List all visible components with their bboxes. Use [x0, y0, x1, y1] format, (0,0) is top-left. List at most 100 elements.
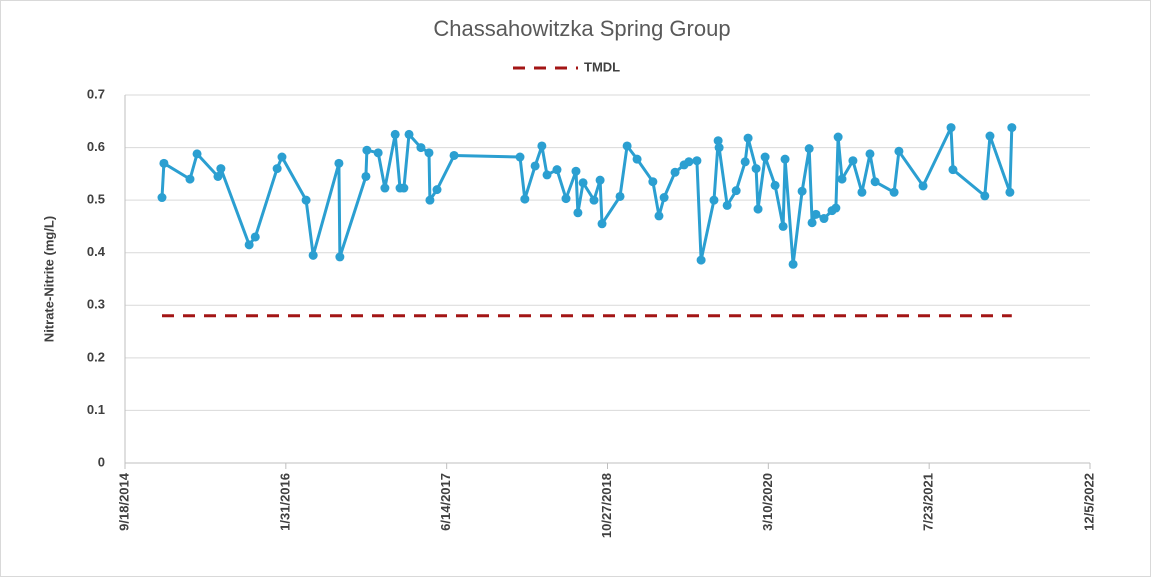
data-point — [770, 180, 780, 190]
data-point — [335, 252, 345, 262]
data-point — [1007, 123, 1017, 133]
y-tick-label: 0.7 — [87, 86, 105, 101]
data-point — [696, 255, 706, 265]
x-tick-label: 12/5/2022 — [1081, 473, 1096, 531]
data-point — [894, 146, 904, 156]
data-point — [399, 183, 409, 193]
data-point — [714, 143, 724, 153]
data-point — [362, 145, 372, 155]
data-point — [753, 204, 763, 214]
data-point — [837, 174, 847, 184]
data-point — [244, 240, 254, 250]
data-point — [648, 177, 658, 187]
data-point — [980, 191, 990, 201]
data-point — [530, 161, 540, 171]
data-point — [250, 232, 260, 242]
data-point — [722, 200, 732, 210]
data-point — [659, 193, 669, 203]
data-point — [622, 141, 632, 151]
legend: TMDL — [513, 59, 620, 74]
data-point — [213, 171, 223, 181]
data-point — [692, 156, 702, 166]
data-point — [301, 195, 311, 205]
data-point — [797, 186, 807, 196]
data-point — [889, 187, 899, 197]
x-tick-label: 6/14/2017 — [438, 473, 453, 531]
data-point — [848, 156, 858, 166]
data-point — [537, 141, 547, 151]
data-point — [946, 123, 956, 133]
data-point — [361, 171, 371, 181]
data-point — [740, 157, 750, 167]
data-point — [425, 195, 435, 205]
data-point — [948, 165, 958, 175]
y-tick-label: 0.5 — [87, 192, 105, 207]
y-tick-label: 0.4 — [87, 244, 106, 259]
y-tick-label: 0.6 — [87, 139, 105, 154]
data-point — [788, 259, 798, 269]
data-point — [380, 183, 390, 193]
data-point — [561, 194, 571, 204]
data-point — [807, 218, 817, 228]
y-tick-label: 0.1 — [87, 402, 105, 417]
data-point — [390, 129, 400, 139]
y-tick-label: 0 — [98, 454, 105, 469]
data-point — [811, 209, 821, 219]
x-tick-label: 10/27/2018 — [599, 473, 614, 538]
data-point — [552, 165, 562, 175]
data-point — [424, 148, 434, 158]
legend-label: TMDL — [584, 59, 620, 74]
data-point — [760, 152, 770, 162]
data-point — [709, 195, 719, 205]
data-point — [918, 181, 928, 191]
data-point — [277, 152, 287, 162]
data-point — [670, 167, 680, 177]
data-point — [857, 187, 867, 197]
y-tick-label: 0.3 — [87, 297, 105, 312]
data-point — [334, 158, 344, 168]
data-point — [216, 164, 226, 174]
data-point — [185, 174, 195, 184]
data-point — [595, 175, 605, 185]
data-point — [308, 250, 318, 260]
x-tick-label: 3/10/2020 — [760, 473, 775, 531]
data-point — [589, 195, 599, 205]
data-point — [870, 177, 880, 187]
x-tick-label: 1/31/2016 — [277, 473, 292, 531]
data-point — [597, 219, 607, 229]
y-axis-label: Nitrate-Nitrite (mg/L) — [41, 216, 56, 342]
data-point — [573, 208, 583, 218]
data-point — [865, 149, 875, 159]
data-point — [578, 178, 588, 188]
x-tick-label: 7/23/2021 — [921, 473, 936, 531]
data-point — [684, 157, 694, 167]
x-tick-label: 9/18/2014 — [116, 472, 131, 531]
y-tick-label: 0.2 — [87, 349, 105, 364]
data-point — [449, 150, 459, 160]
data-point — [713, 136, 723, 146]
data-point — [571, 166, 581, 176]
data-point — [831, 203, 841, 213]
data-point — [515, 152, 525, 162]
data-point — [833, 132, 843, 142]
data-point — [157, 193, 167, 203]
data-point — [416, 143, 426, 153]
data-point — [743, 133, 753, 143]
data-point — [804, 144, 814, 154]
data-point — [985, 131, 995, 141]
data-point — [615, 191, 625, 201]
data-point — [542, 170, 552, 180]
data-point — [432, 185, 442, 195]
data-point — [731, 186, 741, 196]
data-point — [373, 148, 383, 158]
data-point — [819, 214, 829, 224]
data-point — [192, 149, 202, 159]
data-point — [404, 129, 414, 139]
data-point — [751, 164, 761, 174]
data-point — [272, 164, 282, 174]
data-point — [159, 158, 169, 168]
data-point — [780, 154, 790, 164]
chart-title: Chassahowitzka Spring Group — [433, 16, 730, 41]
